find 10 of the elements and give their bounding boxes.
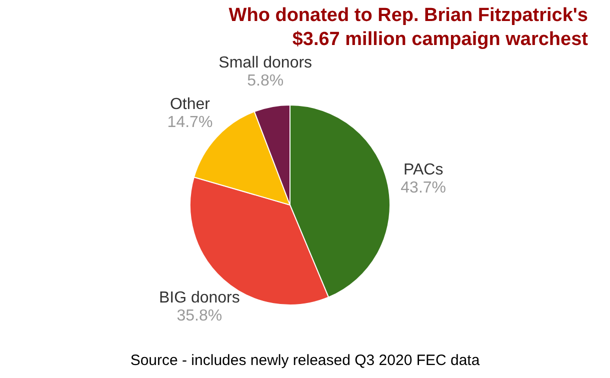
data-label: 14.7% bbox=[167, 114, 213, 131]
slice-label: Small donors bbox=[218, 54, 312, 72]
chart-title: Who donated to Rep. Brian Fitzpatrick's $3.67 million campaign warchest bbox=[228, 5, 589, 50]
source-note: Source - includes newly released Q3 2020 FEC data bbox=[130, 352, 480, 369]
data-label: 35.8% bbox=[176, 307, 222, 324]
data-label: 43.7% bbox=[400, 179, 446, 196]
data-label: 5.8% bbox=[247, 72, 284, 90]
slice-label: Other bbox=[170, 96, 211, 113]
slice-label: BIG donors bbox=[158, 289, 240, 306]
slice-label: PACs bbox=[403, 161, 444, 178]
